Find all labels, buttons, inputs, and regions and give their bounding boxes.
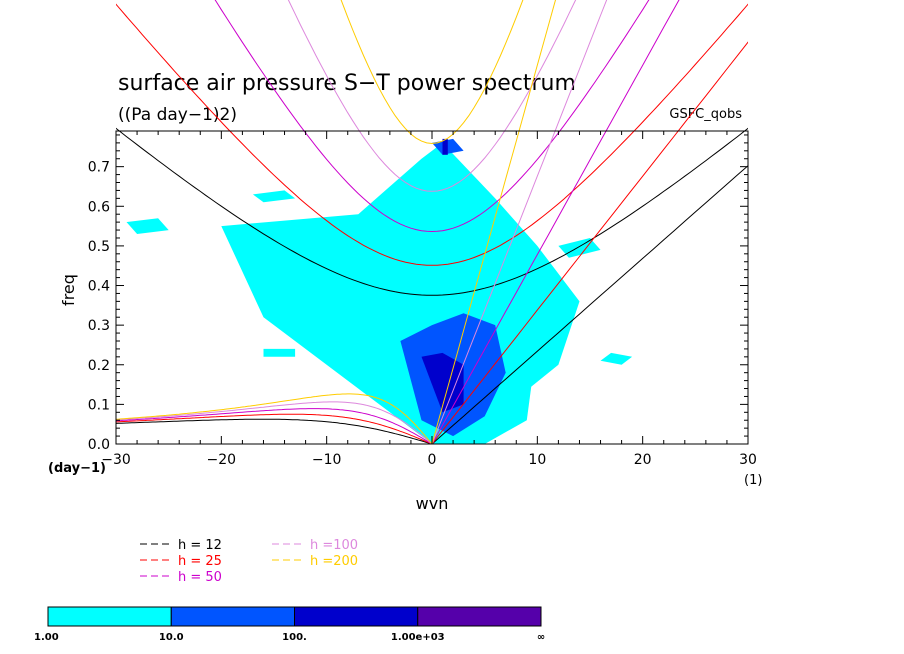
gravity-curve-h12: [116, 127, 748, 296]
colorbar-label: 1.00: [34, 632, 59, 643]
power-region-3: [126, 218, 169, 234]
colorbar-segment: [294, 606, 419, 627]
colorbar-segment: [170, 606, 295, 627]
dispersion-curves: [116, 0, 748, 444]
rossby-curve-h200: [116, 393, 433, 444]
legend-label: h =100: [310, 538, 358, 553]
legend-label: h = 25: [178, 554, 222, 569]
y-tick-label: 0.2: [88, 358, 110, 374]
gravity-curve-h50: [214, 0, 650, 233]
kelvin-curve-h25: [431, 41, 748, 444]
power-region-6: [600, 352, 633, 365]
legend-label: h = 12: [178, 538, 222, 553]
colorbar-label: ∞: [537, 632, 545, 643]
rossby-curve-h100: [116, 401, 433, 444]
y-unit-label: (day−1): [48, 461, 106, 476]
gravity-curve-h200: [340, 0, 524, 145]
y-tick-label: 0.5: [88, 239, 110, 255]
legend-label: h =200: [310, 554, 358, 569]
colorbar: 1.00 10.0 100. 1.00e+03 ∞: [34, 606, 545, 643]
x-axis: −30 −20 −10 0 10 20 30: [101, 131, 757, 468]
colorbar-label: 10.0: [159, 632, 184, 643]
x-tick-label: −10: [312, 452, 342, 468]
chart-subtitle: ((Pa day−1)2): [118, 105, 237, 125]
y-tick-label: 0.1: [88, 397, 110, 413]
y-tick-label: 0.3: [88, 318, 110, 334]
kelvin-curve-h100: [431, 0, 608, 444]
x-tick-label: 10: [528, 452, 546, 468]
x-unit-label: (1): [744, 473, 762, 488]
colorbar-segment: [47, 606, 172, 627]
x-tick-label: −20: [207, 452, 237, 468]
rossby-curve-h12: [116, 418, 433, 444]
power-shading: [126, 138, 633, 444]
y-axis: 0.0 0.1 0.2 0.3 0.4 0.5 0.6 0.7: [88, 134, 748, 453]
rossby-curve-h25: [116, 413, 433, 444]
kelvin-curve-h12: [431, 165, 748, 444]
y-axis-label: freq: [59, 274, 78, 306]
y-tick-label: 0.7: [88, 160, 110, 176]
colorbar-label: 100.: [282, 632, 307, 643]
rossby-curve-h50: [116, 408, 433, 444]
x-axis-label: wvn: [416, 494, 449, 513]
kelvin-curve-h200: [431, 0, 557, 444]
power-region-4: [252, 190, 296, 203]
y-tick-label: 0.4: [88, 279, 110, 295]
gravity-curve-h25: [116, 3, 748, 266]
legend-label: h = 50: [178, 570, 222, 585]
y-tick-label: 0.6: [88, 199, 110, 215]
x-tick-label: 30: [739, 452, 757, 468]
dataset-label: GSFC_qobs: [669, 107, 742, 122]
colorbar-label: 1.00e+03: [391, 632, 445, 643]
power-region-7: [263, 348, 296, 357]
x-tick-label: 20: [634, 452, 652, 468]
power-region-11: [442, 138, 448, 155]
x-tick-label: −30: [101, 452, 131, 468]
chart-title: surface air pressure S−T power spectrum: [118, 71, 576, 96]
y-tick-label: 0.0: [88, 437, 110, 453]
kelvin-curve-h50: [431, 0, 680, 444]
gravity-curve-h100: [287, 0, 577, 192]
x-tick-label: 0: [428, 452, 437, 468]
colorbar-segment: [417, 606, 542, 627]
